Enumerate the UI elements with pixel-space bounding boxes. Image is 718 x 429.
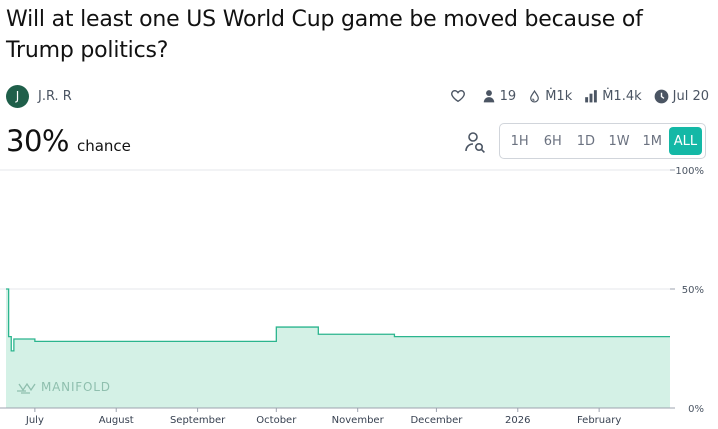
market-title: Will at least one US World Cup game be m… (6, 7, 643, 63)
x-tick-label: 2026 (505, 415, 530, 426)
volume-stat[interactable]: Ṁ1.4k (584, 88, 642, 104)
market-stats: 19 Ṁ1k Ṁ1.4k Jul 20 (438, 85, 709, 107)
y-tick-label: 50% (682, 285, 704, 296)
user-icon (483, 90, 494, 103)
heart-icon (450, 89, 465, 103)
close-date: Jul 20 (672, 88, 709, 104)
x-tick-label: October (256, 415, 297, 426)
range-all[interactable]: ALL (668, 127, 703, 155)
range-6h[interactable]: 6H (543, 133, 562, 149)
y-tick-label: 0% (688, 404, 704, 415)
probability-value: 30% (6, 124, 69, 158)
probability-display: 30% chance (6, 124, 131, 158)
manifold-watermark: MANIFOLD (17, 380, 111, 394)
manifold-wordmark: MANIFOLD (41, 380, 111, 394)
y-tick-label: 100% (675, 166, 704, 177)
liquidity-amount: Ṁ1k (545, 88, 573, 104)
probability-line (6, 288, 670, 352)
probability-area (6, 289, 670, 408)
probability-chart[interactable]: MANIFOLD 100% 50% 0% July August September Oc… (0, 160, 718, 429)
time-range-selector: 1H 6H 1D 1W 1M ALL (499, 123, 706, 159)
like-button[interactable] (450, 88, 470, 104)
range-1m[interactable]: 1M (642, 133, 663, 149)
x-tick-label: August (99, 415, 134, 426)
author[interactable]: J J.R. R (6, 83, 72, 109)
avatar[interactable]: J (6, 84, 29, 108)
author-name[interactable]: J.R. R (38, 88, 72, 104)
manifold-logo-icon (17, 382, 36, 394)
traders-stat[interactable]: 19 (482, 88, 517, 104)
droplet-icon (530, 89, 540, 103)
x-tick-label: February (577, 415, 621, 426)
x-axis-labels: July August September October November Decemb… (0, 407, 670, 426)
clock-icon (654, 89, 669, 103)
y-axis-labels: 100% 50% 0% (675, 166, 704, 415)
traders-count: 19 (499, 88, 517, 104)
x-tick-label: November (332, 415, 385, 426)
range-1w[interactable]: 1W (608, 133, 630, 149)
x-tick-label: December (410, 415, 463, 426)
range-1h[interactable]: 1H (510, 133, 529, 149)
probability-label: chance (76, 137, 131, 155)
x-tick-label: September (170, 415, 226, 426)
liquidity-stat[interactable]: Ṁ1k (528, 89, 572, 104)
range-1d[interactable]: 1D (576, 133, 596, 149)
volume-amount: Ṁ1.4k (602, 88, 642, 104)
search-trader-icon[interactable] (464, 130, 486, 154)
x-tick-label: July (25, 415, 44, 426)
close-date-stat[interactable]: Jul 20 (654, 89, 709, 104)
bar-chart-icon (585, 90, 598, 103)
